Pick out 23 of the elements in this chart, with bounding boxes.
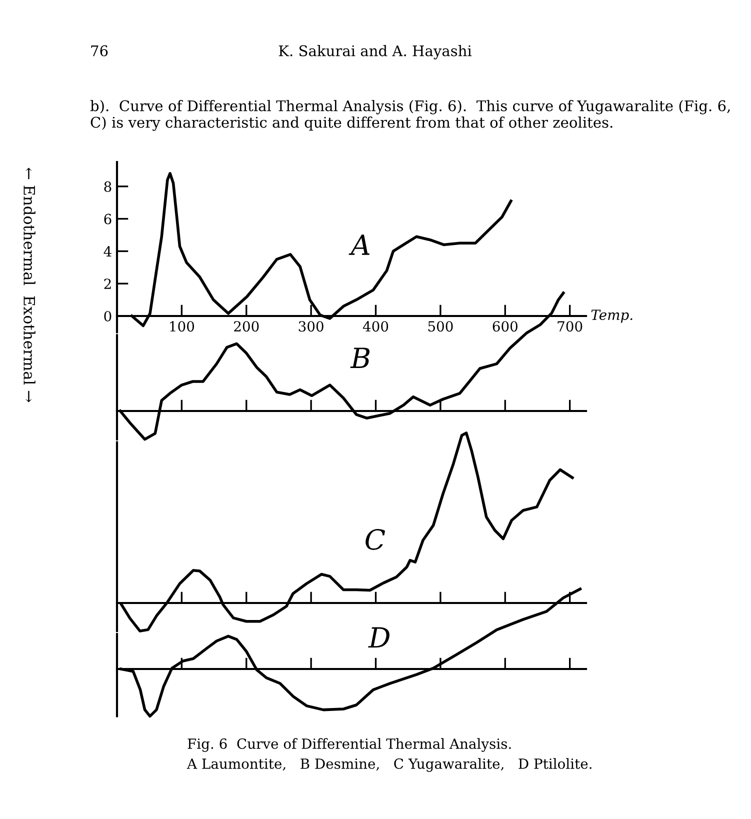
y-tick-label: 4 [104, 246, 112, 256]
text: A Laumontite, B Desmine, C Yugawaralite, D Ptilolite. [186, 758, 592, 772]
y-tick-label: 6 [104, 214, 112, 224]
x-tick-label: 200 [234, 321, 259, 332]
x-tick-label: 700 [558, 321, 582, 332]
y-tick-label: 2 [104, 278, 111, 289]
text: 76 [91, 45, 108, 56]
series-label: A [348, 234, 370, 255]
x-tick-label: 500 [428, 321, 453, 332]
x-axis-title: Temp. [591, 310, 632, 323]
text: Fig. 6 Curve of Differential Thermal Analysis. [188, 738, 511, 752]
x-tick-label: 100 [170, 321, 194, 332]
text: b). Curve of Differential Thermal Analysis (Fig. 6). This curve of Yugawaralite (Fig. 6, C) is very characteristic and quite different from that of other zeolites. [90, 100, 730, 131]
text: K. Sakurai and A. Hayashi [278, 45, 472, 60]
y-tick-label: 8 [104, 181, 112, 192]
x-tick-label: 300 [298, 321, 324, 332]
y-axis-title: ← Endothermal Exothermal → [24, 168, 36, 402]
x-tick-label: 400 [362, 321, 388, 332]
series-label: C [366, 528, 386, 550]
x-tick-label: 600 [492, 321, 518, 332]
series-label: B [350, 348, 370, 368]
legend-label: D [368, 627, 390, 648]
y-tick-label: 0 [104, 310, 112, 322]
